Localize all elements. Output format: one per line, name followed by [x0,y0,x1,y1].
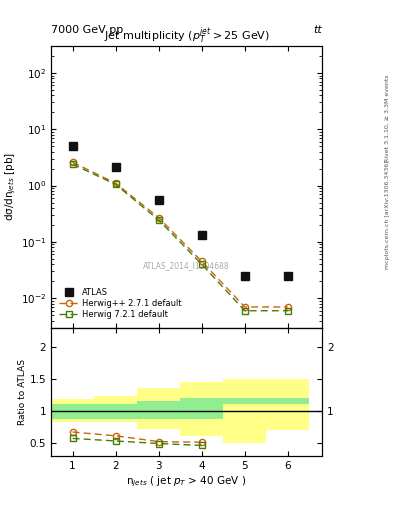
Herwig 7.2.1 default [285,308,290,314]
Y-axis label: Ratio to ATLAS: Ratio to ATLAS [18,359,27,424]
ATLAS [156,197,161,203]
Herwig 7.2.1 default [242,308,247,314]
Text: tt: tt [314,25,322,35]
ATLAS [113,164,118,170]
Text: mcplots.cern.ch [arXiv:1306.3436]: mcplots.cern.ch [arXiv:1306.3436] [385,161,389,269]
X-axis label: n$_{jets}$ ( jet $p_T$ > 40 GeV ): n$_{jets}$ ( jet $p_T$ > 40 GeV ) [127,475,247,489]
Text: Rivet 3.1.10, ≥ 3.3M events: Rivet 3.1.10, ≥ 3.3M events [385,74,389,162]
ATLAS [199,232,204,239]
Herwig++ 2.7.1 default [113,180,118,186]
Herwig 7.2.1 default [156,217,161,223]
Herwig++ 2.7.1 default [285,304,290,310]
Text: ATLAS_2014_I1304688: ATLAS_2014_I1304688 [143,261,230,270]
Line: Herwig++ 2.7.1 default: Herwig++ 2.7.1 default [70,159,291,310]
Text: 7000 GeV pp: 7000 GeV pp [51,25,123,35]
Herwig++ 2.7.1 default [156,215,161,221]
ATLAS [70,143,75,150]
Herwig 7.2.1 default [113,181,118,187]
Line: ATLAS: ATLAS [69,142,292,280]
Title: Jet multiplicity ($p_T^{jet}>$25 GeV): Jet multiplicity ($p_T^{jet}>$25 GeV) [104,25,270,46]
Herwig++ 2.7.1 default [199,259,204,265]
Y-axis label: dσ/dn$_{jets}$ [pb]: dσ/dn$_{jets}$ [pb] [4,153,18,221]
Herwig 7.2.1 default [70,161,75,167]
Legend: ATLAS, Herwig++ 2.7.1 default, Herwig 7.2.1 default: ATLAS, Herwig++ 2.7.1 default, Herwig 7.… [55,284,186,324]
Herwig++ 2.7.1 default [242,304,247,310]
Herwig 7.2.1 default [199,261,204,267]
ATLAS [285,273,290,279]
Herwig++ 2.7.1 default [70,159,75,165]
Line: Herwig 7.2.1 default: Herwig 7.2.1 default [70,161,291,314]
ATLAS [242,273,247,279]
